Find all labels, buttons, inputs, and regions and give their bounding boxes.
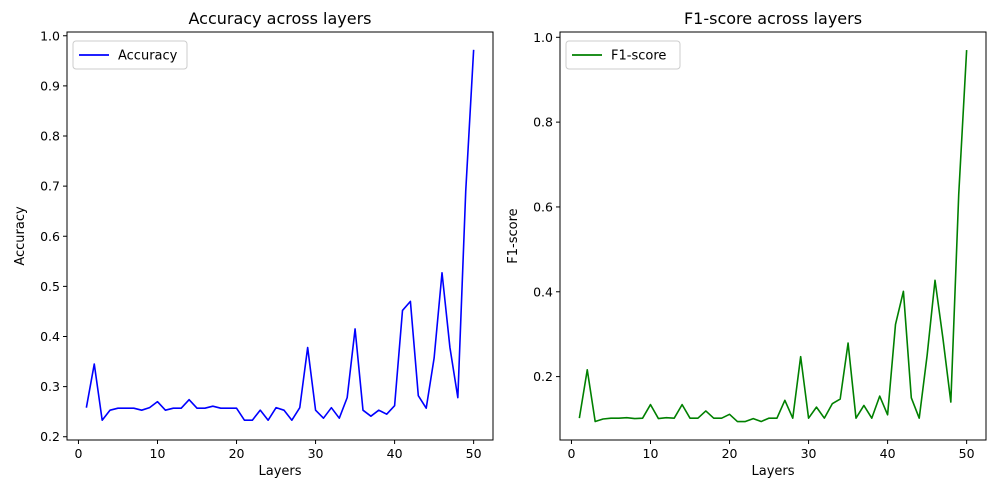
y-axis-label: F1-score — [506, 208, 521, 263]
chart-title: Accuracy across layers — [189, 9, 372, 28]
y-tick-label: 0.2 — [40, 429, 60, 444]
y-tick-label: 1.0 — [40, 28, 60, 43]
legend-box — [565, 40, 681, 70]
f1-chart: 0 10 20 30 40 50 0.2 0.4 0.6 0.8 1.0 F1-score acros… — [506, 9, 987, 479]
x-tick-label: 0 — [74, 446, 82, 461]
y-axis-label: Accuracy — [13, 206, 28, 266]
x-tick-label: 50 — [466, 446, 482, 461]
x-axis-label: Layers — [751, 464, 794, 479]
x-axis-label: Layers — [258, 464, 301, 479]
y-tick-label: 0.4 — [40, 329, 60, 344]
series-line — [578, 49, 968, 423]
y-tick-label: 0.5 — [40, 279, 60, 294]
x-tick-label: 20 — [722, 446, 738, 461]
y-tick-label: 0.8 — [533, 115, 553, 130]
y-tick-label: 0.9 — [40, 78, 60, 93]
legend: Accuracy — [72, 40, 188, 70]
legend: F1-score — [565, 40, 681, 70]
x-tick-label: 20 — [229, 446, 245, 461]
x-tick-label: 30 — [801, 446, 817, 461]
x-tick-label: 50 — [959, 446, 975, 461]
legend-label: F1-score — [611, 49, 666, 64]
legend-label: Accuracy — [118, 49, 178, 64]
x-tick-label: 10 — [643, 446, 659, 461]
y-tick-label: 0.3 — [40, 379, 60, 394]
y-tick-label: 0.6 — [533, 199, 553, 214]
y-tick-label: 0.8 — [40, 129, 60, 144]
y-tick-label: 0.7 — [40, 179, 60, 194]
series-line — [85, 49, 475, 422]
x-tick-label: 10 — [150, 446, 166, 461]
y-tick-label: 0.4 — [533, 284, 553, 299]
axes-frame — [66, 31, 494, 441]
y-tick-label: 1.0 — [533, 30, 553, 45]
axes-frame — [559, 31, 987, 441]
y-tick-label: 0.2 — [533, 369, 553, 384]
x-tick-label: 30 — [308, 446, 324, 461]
y-tick-label: 0.6 — [40, 229, 60, 244]
accuracy-chart: 0 10 20 30 40 50 0.2 0.3 0.4 0.5 0.6 0.7 0.8 0.9 1.0 Ac… — [13, 9, 494, 479]
legend-box — [72, 40, 188, 70]
x-tick-label: 40 — [387, 446, 403, 461]
x-tick-label: 0 — [567, 446, 575, 461]
x-tick-label: 40 — [880, 446, 896, 461]
chart-title: F1-score across layers — [684, 9, 862, 28]
